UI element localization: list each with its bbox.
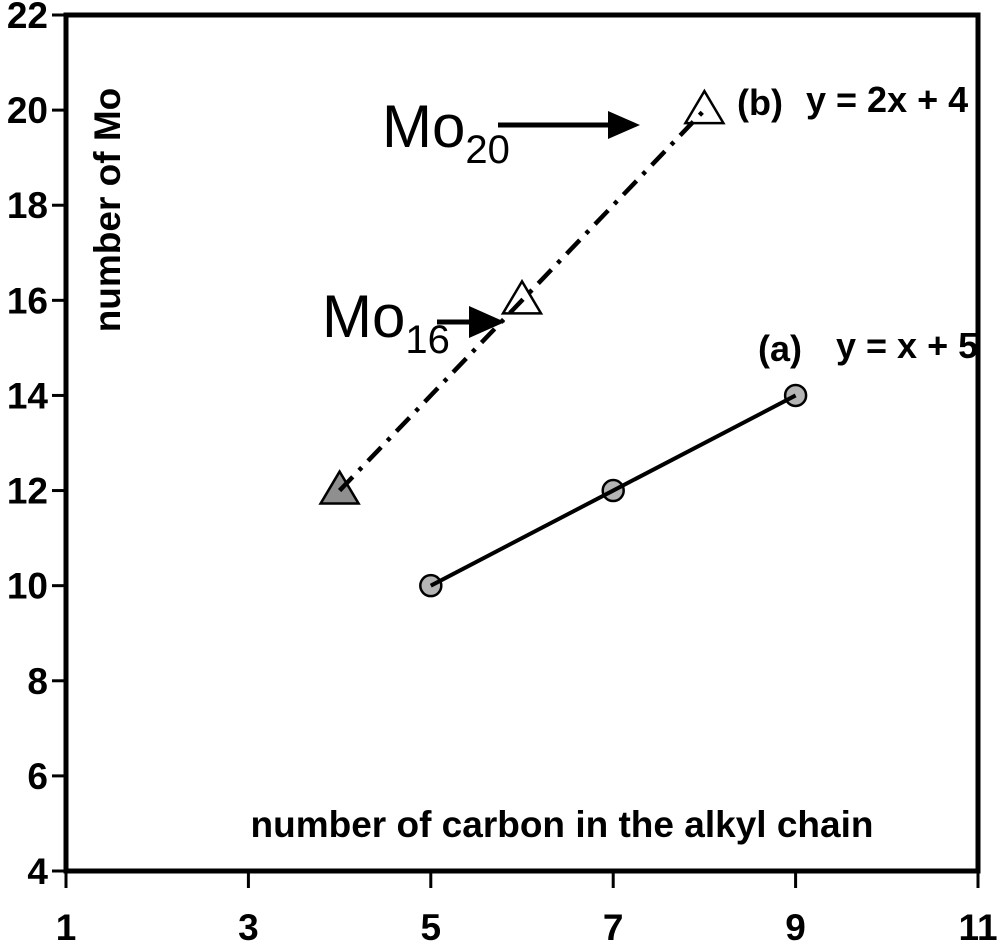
x-tick-label-5: 5 [421,907,442,948]
x-tick-label-7: 7 [603,907,624,948]
y-tick-label-4: 4 [27,851,48,892]
series-lines-layer [337,108,797,588]
x-tick-label-11: 11 [958,907,997,948]
y-tick-label-6: 6 [27,756,48,797]
x-tick-label-9: 9 [785,907,806,948]
axis-ticks-layer [52,13,980,888]
y-tick-label-12: 12 [7,471,48,512]
y-axis-label: number of Mo [87,88,128,333]
series-a-name: (a) [758,328,802,369]
series-b-triangle-marker-6-16 [500,278,544,315]
data-markers-layer [318,88,808,598]
y-tick-label-8: 8 [27,661,48,702]
mo16-arrow-head [469,306,505,338]
mo20-label: Mo20 [382,93,510,172]
series-a-equation: y = x + 5 [836,325,978,366]
y-tick-label-10: 10 [7,566,48,607]
mo20-arrow-head [608,111,640,139]
mo16-label: Mo16 [322,283,450,362]
x-axis-label: number of carbon in the alkyl chain [251,804,874,845]
tick-labels-layer: 1 3 5 7 9 11 4 6 8 10 12 14 16 18 20 22 [7,0,998,948]
series-b-name: (b) [737,82,783,123]
series-b-line [337,108,707,493]
y-tick-label-16: 16 [7,280,48,321]
x-tick-label-3: 3 [238,907,259,948]
y-tick-label-22: 22 [7,0,48,36]
series-b-triangle-marker-8-20 [683,88,726,125]
y-tick-label-20: 20 [7,90,48,131]
y-tick-label-18: 18 [7,185,48,226]
series-a-line [429,393,797,588]
plot-border [63,12,981,874]
x-tick-label-1: 1 [56,907,77,948]
series-b-equation: y = 2x + 4 [806,79,968,120]
y-tick-label-14: 14 [7,375,49,416]
annotations-layer: Mo20 Mo16 (b) y = 2x + 4 (a) y = x + 5 [322,79,978,369]
